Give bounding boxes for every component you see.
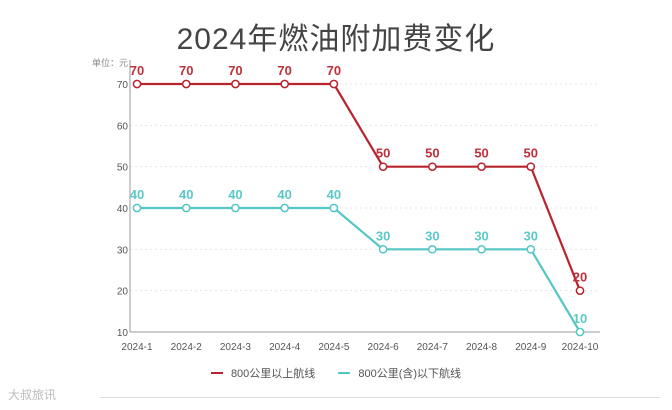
series-2-point-6 [378,244,388,254]
series-line-2 [137,206,581,333]
series-2-point-7 [427,244,437,254]
legend-label-series-1: 800公里以上航线 [230,368,316,380]
series-2-data-label-1: 40 [130,187,144,202]
series-1-point-2 [181,79,191,89]
legend-item-series-2: 800公里(含)以下航线 [338,365,461,381]
series-1-data-label-2: 70 [179,63,193,78]
x-tick-label-3: 2024-3 [220,342,252,353]
series-1-point-1 [132,79,142,89]
series-2-point-9 [526,244,536,254]
series-1-data-label-4: 70 [277,63,291,78]
series-2-data-label-8: 30 [474,228,488,243]
series-2-point-8 [477,244,486,254]
series-1-point-3 [231,79,240,89]
series-2-point-2 [181,203,191,213]
series-1-data-label-6: 50 [376,146,390,161]
series-1-point-5 [329,79,339,89]
series-2-data-label-6: 30 [376,228,390,243]
series-1-data-label-5: 70 [327,63,341,78]
bottom-divider [100,397,660,398]
x-tick-label-4: 2024-4 [269,342,301,353]
series-1-data-label-3: 70 [228,63,242,78]
legend-item-series-1: 800公里以上航线 [210,365,316,381]
series-2-data-label-4: 40 [277,187,291,202]
series-2-data-label-7: 30 [425,228,439,243]
watermark: 大叔旅讯 [8,388,57,402]
y-tick-label-20: 20 [117,287,129,298]
x-tick-label-10: 2024-10 [562,342,599,353]
series-2-data-label-3: 40 [228,187,242,202]
series-2-point-4 [280,203,290,213]
y-tick-label-50: 50 [117,163,129,174]
series-1-data-label-7: 50 [425,146,439,161]
series-2-point-1 [132,203,142,213]
y-tick-label-10: 10 [117,328,129,339]
series-2-point-3 [231,203,240,213]
series-line-1 [137,82,582,292]
y-tick-label-40: 40 [117,204,129,215]
y-tick-label-30: 30 [117,245,129,256]
series-1-point-6 [378,162,388,172]
x-tick-label-6: 2024-6 [368,342,400,353]
series-1-data-label-9: 50 [524,146,538,161]
series-1-point-9 [526,162,536,172]
series-2-point-5 [329,203,339,213]
series-2-data-label-10: 10 [573,311,587,326]
y-tick-label-60: 60 [117,121,129,132]
chart-title: 2024年燃油附加费变化 [176,23,496,56]
x-tick-label-1: 2024-1 [121,342,153,353]
legend-label-series-2: 800公里(含)以下航线 [358,368,462,380]
series-1-point-8 [477,162,486,172]
legend-swatch-series-2 [338,372,351,374]
y-tick-label-70: 70 [117,80,129,91]
x-tick-label-7: 2024-7 [417,342,449,353]
series-2-data-label-2: 40 [179,187,193,202]
series-1-data-label-10: 20 [573,270,587,285]
legend-swatch-series-1 [210,372,223,374]
series-1-point-7 [427,162,437,172]
x-tick-label-9: 2024-9 [515,342,547,353]
x-tick-label-2: 2024-2 [171,342,203,353]
x-tick-label-5: 2024-5 [318,342,350,353]
series-1-point-4 [280,79,290,89]
x-tick-label-8: 2024-8 [466,342,498,353]
legend: 800公里以上航线 800公里(含)以下航线 [0,365,672,381]
series-2-data-label-5: 40 [327,187,341,202]
series-1-data-label-8: 50 [474,146,488,161]
series-1-point-10 [575,286,585,296]
series-2-data-label-9: 30 [524,228,538,243]
series-1-data-label-1: 70 [130,63,144,78]
series-2-point-10 [575,327,585,337]
unit-label: 单位：元 [92,58,129,68]
